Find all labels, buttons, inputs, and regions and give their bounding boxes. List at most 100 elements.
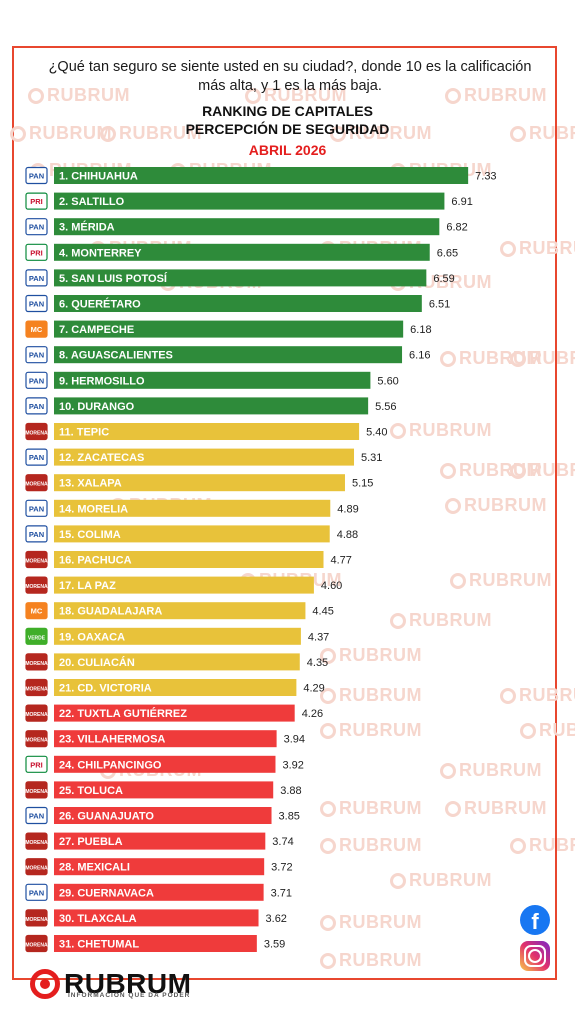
party-icon-pan: [25, 294, 48, 313]
bar: [54, 576, 314, 594]
bar: [54, 602, 306, 620]
value-label: 3.62: [266, 913, 287, 925]
party-icon-pan: [25, 166, 48, 185]
value-label: 3.94: [284, 734, 305, 746]
bar: [54, 320, 404, 338]
party-icon-label: MORENA: [25, 584, 48, 590]
bar-label: 6. QUERÉTARO: [59, 298, 141, 311]
value-label: 3.71: [271, 887, 292, 899]
party-icon-pan: [25, 371, 48, 389]
party-icon-morena: [25, 678, 48, 697]
chart-subtitle: PERCEPCIÓN DE SEGURIDAD: [185, 121, 390, 137]
bar-label: 21. CD. VICTORIA: [59, 683, 152, 695]
bar: [54, 653, 300, 671]
chart-frame: [12, 46, 557, 980]
value-label: 3.72: [271, 862, 292, 874]
party-icon-label: PAN: [29, 888, 44, 897]
value-label: 6.65: [437, 247, 458, 259]
bar: [54, 551, 324, 568]
logo-text: RUBRUM: [64, 968, 192, 999]
party-icon-label: MORENA: [25, 789, 48, 795]
party-icon-label: MORENA: [25, 687, 48, 693]
bar: [54, 218, 440, 236]
party-icon-morena: [25, 576, 48, 594]
bar: [54, 397, 369, 415]
value-label: 5.40: [366, 427, 387, 439]
party-icon-verde: [25, 627, 48, 645]
party-icon-pan: [25, 806, 48, 825]
party-icon-mc: [25, 602, 48, 620]
party-icon-morena: [25, 909, 48, 927]
party-icon-morena: [25, 550, 48, 569]
value-label: 3.59: [264, 939, 285, 951]
party-icon-mc: [25, 320, 48, 338]
bar: [54, 269, 427, 287]
bar: [54, 832, 266, 850]
bar-label: 25. TOLUCA: [59, 785, 123, 797]
bar: [54, 883, 264, 901]
party-icon-label: MC: [31, 607, 43, 616]
party-icon-label: MORENA: [25, 738, 48, 744]
party-icon-pri: [25, 192, 48, 210]
logo-mark-icon: [30, 969, 60, 999]
survey-question: ¿Qué tan seguro se siente usted en su ci…: [48, 59, 532, 94]
bar: [54, 499, 331, 517]
bar-label: 2. SALTILLO: [59, 196, 125, 208]
party-icon-pan: [25, 346, 48, 364]
party-icon-label: PAN: [29, 376, 44, 385]
party-icon-label: PAN: [29, 172, 44, 181]
bar: [54, 781, 274, 799]
bar: [54, 474, 345, 492]
party-icon-pan: [25, 269, 48, 287]
party-icon-morena: [25, 730, 48, 748]
bar: [54, 448, 355, 466]
value-label: 6.91: [451, 196, 472, 208]
bar: [54, 371, 371, 389]
value-label: 4.89: [337, 503, 358, 515]
bar-label: 10. DURANGO: [59, 401, 135, 413]
bar-label: 7. CAMPECHE: [59, 324, 134, 336]
party-icon-label: MORENA: [25, 712, 48, 718]
bar: [54, 704, 295, 722]
party-icon-label: PRI: [30, 760, 43, 769]
party-icon-label: PAN: [29, 274, 44, 283]
bar-label: 17. LA PAZ: [59, 580, 116, 592]
value-label: 4.45: [312, 606, 333, 618]
party-icon-label: MORENA: [25, 559, 48, 565]
bar: [54, 909, 259, 927]
value-label: 5.60: [377, 375, 398, 387]
value-label: 4.29: [303, 683, 324, 695]
party-icon-morena: [25, 858, 48, 876]
chart-title: RANKING DE CAPITALES: [202, 103, 373, 119]
value-label: 6.59: [433, 273, 454, 285]
value-label: 4.88: [337, 529, 358, 541]
bar: [54, 627, 301, 645]
party-icon-pan: [25, 397, 48, 415]
bar: [54, 858, 265, 876]
bar: [54, 346, 403, 364]
facebook-icon[interactable]: f: [520, 905, 550, 935]
value-label: 4.37: [308, 631, 329, 643]
party-icon-label: VERDE: [28, 635, 46, 641]
party-icon-label: PAN: [29, 402, 44, 411]
bar-label: 28. MEXICALI: [59, 862, 130, 874]
bar-label: 26. GUANAJUATO: [59, 811, 154, 823]
party-icon-pri: [25, 755, 48, 773]
party-icon-morena: [25, 832, 48, 850]
bar: [54, 243, 430, 261]
bar: [54, 192, 445, 210]
party-icon-pri: [25, 243, 48, 261]
bar-label: 22. TUXTLA GUTIÉRREZ: [59, 707, 187, 720]
bar-label: 4. MONTERREY: [59, 247, 142, 259]
party-icon-label: MORENA: [25, 661, 48, 667]
party-icon-label: MORENA: [25, 840, 48, 846]
bar: [54, 935, 257, 952]
value-label: 4.26: [302, 708, 323, 720]
bar-label: 1. CHIHUAHUA: [59, 171, 138, 183]
value-label: 5.56: [375, 401, 396, 413]
instagram-icon[interactable]: [520, 941, 550, 971]
value-label: 7.33: [475, 171, 496, 183]
value-label: 5.31: [361, 452, 382, 464]
party-icon-pan: [25, 448, 48, 466]
party-icon-morena: [25, 781, 48, 799]
